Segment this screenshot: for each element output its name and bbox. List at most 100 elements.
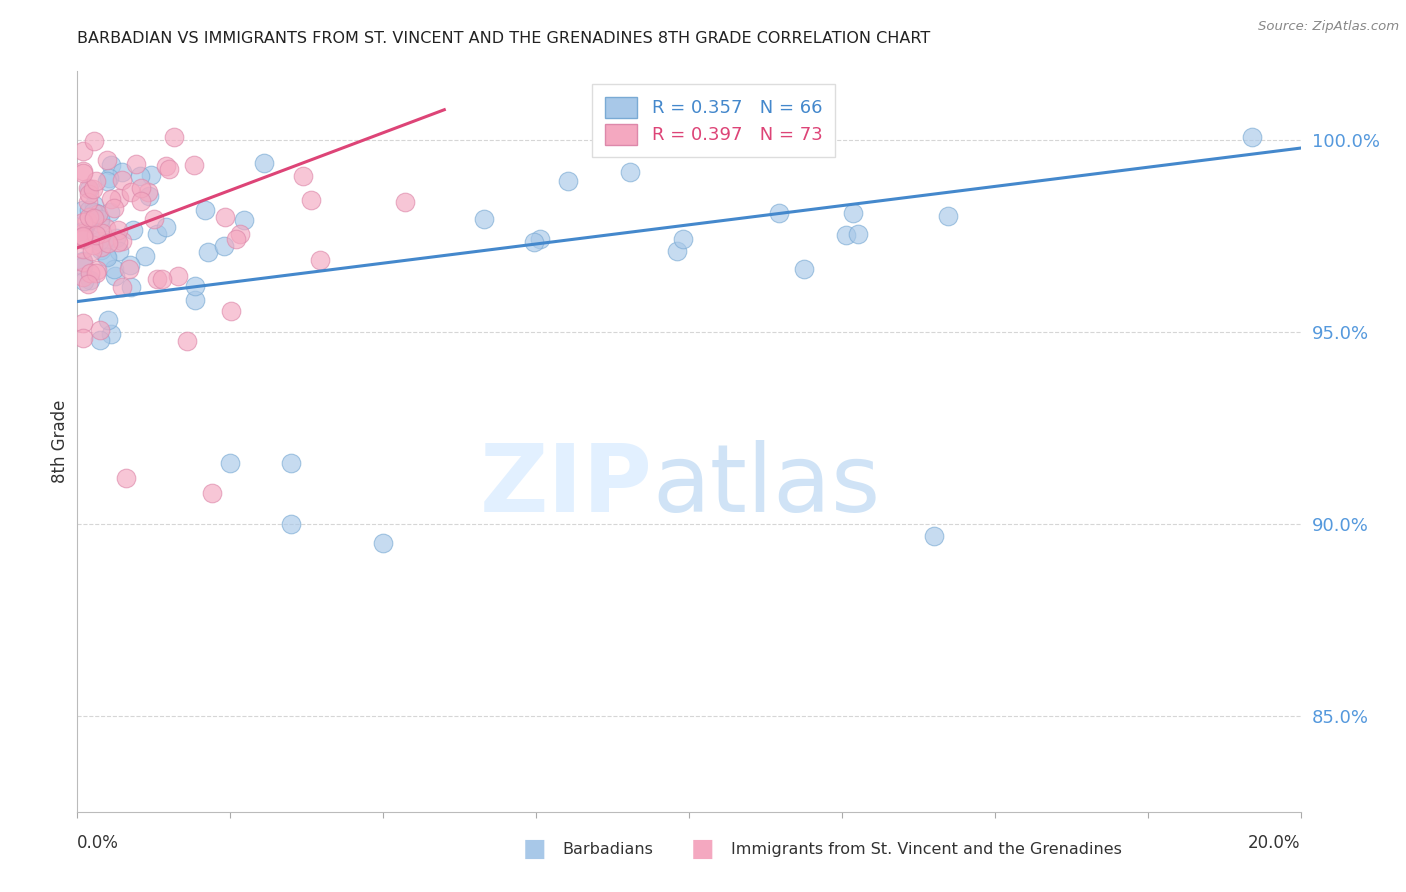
Point bbox=[529, 232, 551, 246]
Point bbox=[96, 251, 118, 265]
Point bbox=[73, 274, 96, 288]
Point bbox=[835, 228, 858, 243]
Point bbox=[557, 174, 579, 188]
Point bbox=[96, 233, 118, 247]
Text: 20.0%: 20.0% bbox=[1249, 834, 1301, 852]
Text: atlas: atlas bbox=[652, 440, 880, 532]
Point bbox=[134, 249, 156, 263]
Point bbox=[118, 262, 141, 277]
Point bbox=[143, 211, 166, 226]
Point bbox=[125, 157, 148, 171]
Point bbox=[846, 227, 869, 241]
Point bbox=[89, 333, 111, 347]
Point bbox=[83, 134, 105, 148]
Point bbox=[110, 172, 132, 186]
Point bbox=[72, 316, 94, 330]
Point bbox=[83, 211, 105, 226]
Point bbox=[100, 159, 122, 173]
Point bbox=[79, 266, 101, 280]
Point bbox=[107, 222, 129, 236]
Point bbox=[111, 234, 134, 248]
Point bbox=[120, 280, 142, 294]
Point bbox=[86, 228, 108, 243]
Point bbox=[619, 165, 641, 179]
Point bbox=[309, 252, 332, 267]
Point bbox=[253, 156, 276, 170]
Point bbox=[138, 189, 160, 203]
Point bbox=[79, 272, 101, 286]
Point bbox=[394, 194, 416, 209]
Point bbox=[166, 269, 188, 284]
Text: ■: ■ bbox=[692, 838, 714, 861]
Point bbox=[183, 158, 205, 172]
Point bbox=[72, 255, 94, 269]
Point bbox=[523, 235, 546, 250]
Point bbox=[72, 144, 94, 158]
Point bbox=[146, 227, 169, 241]
Point bbox=[150, 272, 173, 286]
Point bbox=[94, 221, 117, 235]
Point bbox=[108, 244, 131, 258]
Point bbox=[82, 182, 104, 196]
Point bbox=[793, 262, 815, 277]
Point bbox=[84, 206, 107, 220]
Point bbox=[129, 169, 152, 183]
Point bbox=[89, 323, 111, 337]
Text: Immigrants from St. Vincent and the Grenadines: Immigrants from St. Vincent and the Gren… bbox=[731, 842, 1122, 856]
Text: ■: ■ bbox=[523, 838, 546, 861]
Point bbox=[107, 235, 129, 250]
Point bbox=[90, 240, 112, 254]
Point bbox=[76, 214, 98, 228]
Point bbox=[219, 304, 242, 318]
Point bbox=[86, 207, 108, 221]
Point bbox=[77, 277, 100, 292]
Point bbox=[89, 211, 111, 226]
Point bbox=[219, 456, 242, 470]
Text: BARBADIAN VS IMMIGRANTS FROM ST. VINCENT AND THE GRENADINES 8TH GRADE CORRELATIO: BARBADIAN VS IMMIGRANTS FROM ST. VINCENT… bbox=[77, 31, 931, 46]
Point bbox=[72, 269, 94, 284]
Point bbox=[72, 202, 94, 217]
Point bbox=[111, 165, 134, 179]
Text: 0.0%: 0.0% bbox=[77, 834, 120, 852]
Point bbox=[136, 185, 159, 199]
Point bbox=[72, 253, 94, 268]
Point bbox=[97, 312, 120, 326]
Point bbox=[79, 186, 101, 201]
Point bbox=[89, 216, 111, 230]
Point bbox=[72, 232, 94, 246]
Point bbox=[371, 536, 394, 550]
Point bbox=[96, 174, 118, 188]
Point bbox=[120, 185, 142, 199]
Point bbox=[197, 244, 219, 259]
Point bbox=[87, 234, 110, 248]
Text: Barbadians: Barbadians bbox=[562, 842, 654, 856]
Point bbox=[111, 280, 134, 294]
Point bbox=[176, 334, 198, 348]
Point bbox=[90, 243, 112, 257]
Point bbox=[472, 211, 495, 226]
Point bbox=[77, 211, 100, 225]
Point bbox=[76, 195, 98, 210]
Point bbox=[201, 486, 224, 500]
Point bbox=[72, 163, 94, 178]
Point bbox=[214, 210, 236, 224]
Point bbox=[183, 279, 205, 293]
Point bbox=[72, 214, 94, 228]
Point bbox=[77, 182, 100, 196]
Point bbox=[100, 192, 122, 206]
Point bbox=[96, 153, 118, 168]
Point bbox=[72, 331, 94, 345]
Point bbox=[84, 266, 107, 280]
Point bbox=[146, 272, 169, 286]
Point bbox=[768, 206, 790, 220]
Point bbox=[141, 168, 163, 182]
Point bbox=[83, 198, 105, 212]
Point bbox=[280, 456, 302, 470]
Point bbox=[72, 230, 94, 244]
Text: ZIP: ZIP bbox=[479, 440, 652, 532]
Point bbox=[162, 129, 184, 144]
Point bbox=[115, 471, 138, 485]
Point bbox=[86, 263, 108, 277]
Point bbox=[922, 528, 945, 542]
Point bbox=[82, 238, 104, 252]
